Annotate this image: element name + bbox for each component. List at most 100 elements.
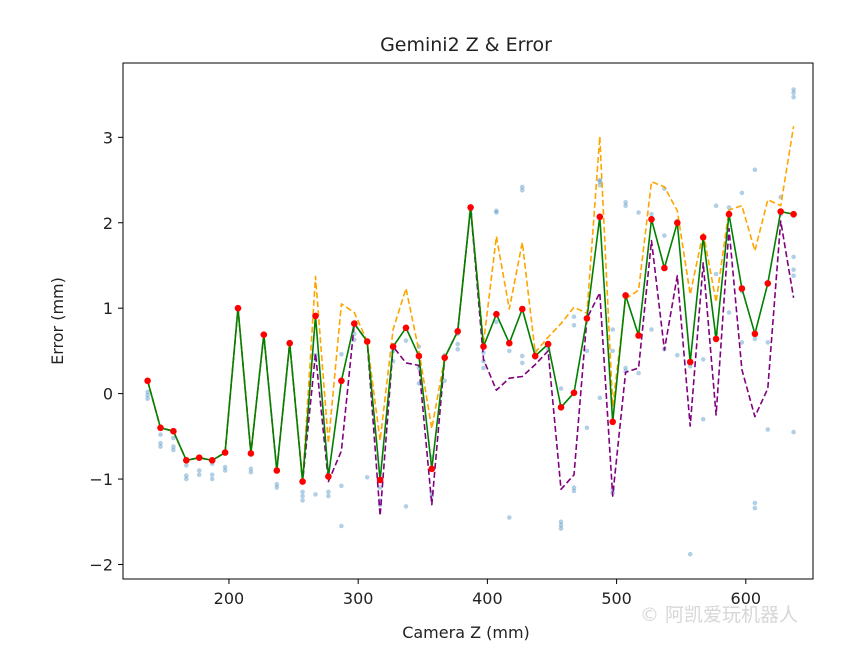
series-marker (699, 234, 707, 241)
series-marker (454, 328, 462, 335)
scatter-point (726, 205, 732, 210)
series-line-2 (146, 206, 795, 517)
series-marker (609, 418, 616, 426)
series-marker (480, 343, 487, 350)
scatter-point (171, 435, 176, 441)
scatter-point (403, 338, 409, 343)
scatter-point (326, 489, 331, 495)
series-marker (661, 264, 668, 272)
scatter-point (313, 492, 318, 497)
x-tick-label: 300 (343, 589, 374, 608)
scatter-point (649, 327, 654, 332)
scatter-point (184, 476, 189, 482)
scatter-point (713, 203, 719, 208)
scatter-point (507, 515, 512, 520)
scatter-point (145, 389, 150, 395)
scatter-point (571, 488, 577, 494)
series-marker (686, 358, 694, 366)
series-marker (195, 454, 203, 462)
scatter-point (623, 365, 628, 371)
scatter-point (455, 346, 461, 352)
scatter-point (636, 210, 641, 215)
series-marker (428, 465, 436, 473)
scatter-point (791, 254, 796, 260)
scatter-point (636, 370, 641, 376)
scatter-point (739, 190, 745, 196)
scatter-point (739, 340, 745, 345)
x-tick-label: 200 (214, 589, 245, 608)
series-marker (790, 210, 797, 218)
series-marker (467, 204, 474, 211)
x-axis: 200 300 400 500 600 (214, 579, 761, 608)
scatter-point (520, 188, 525, 193)
series-marker (260, 331, 268, 339)
scatter-point (300, 498, 305, 503)
scatter-point (584, 425, 590, 431)
chart-title: Gemini2 Z & Error (380, 34, 552, 56)
scatter-point (145, 396, 150, 402)
scatter-point (571, 314, 577, 320)
y-axis: −2 −1 0 1 2 3 (89, 128, 123, 574)
scatter-point (442, 378, 448, 384)
series-marker (493, 310, 500, 318)
series-marker (441, 354, 449, 362)
series-marker (415, 352, 423, 360)
axes-frame (122, 62, 814, 580)
y-tick-label: 1 (103, 299, 113, 318)
series-marker (183, 457, 190, 464)
series-marker (557, 404, 565, 411)
series-marker (544, 340, 552, 348)
scatter-point (158, 432, 163, 437)
series-marker (389, 343, 397, 350)
series-marker (299, 478, 306, 485)
scatter-point (455, 341, 461, 347)
series-marker (170, 427, 177, 435)
scatter-point (571, 485, 577, 490)
scatter-point (765, 340, 771, 345)
scatter-point (196, 468, 202, 473)
series-marker (531, 352, 539, 360)
series-marker (648, 216, 655, 223)
scatter-point (145, 393, 150, 398)
scatter-point (494, 208, 499, 214)
series-marker (764, 280, 772, 287)
scatter-point (791, 87, 796, 92)
scatter-point (326, 493, 331, 499)
scatter-point (171, 447, 176, 453)
y-axis-label: Error (mm) (48, 277, 67, 365)
scatter-point (158, 444, 163, 449)
series-marker (751, 330, 759, 338)
series-marker (234, 304, 242, 312)
y-tick-label: 3 (103, 128, 113, 147)
series-marker (247, 450, 255, 457)
scatter-point (752, 500, 758, 506)
scatter-point (339, 483, 344, 489)
series-marker (208, 457, 216, 464)
scatter-point (520, 353, 525, 359)
series-marker (622, 292, 629, 299)
series-marker (738, 285, 746, 292)
series-marker (221, 449, 229, 456)
scatter-point (558, 526, 564, 531)
scatter-point (791, 267, 796, 273)
scatter-point (520, 360, 525, 366)
x-tick-label: 400 (472, 589, 503, 608)
scatter-point (597, 395, 603, 401)
scatter-point (623, 200, 628, 205)
scatter-point (171, 444, 176, 449)
series-marker (570, 389, 578, 397)
scatter-point (713, 271, 719, 277)
plot-area (144, 87, 797, 557)
series-marker (376, 476, 384, 484)
scatter-point (222, 464, 228, 470)
scatter-point (196, 472, 202, 478)
series-marker (725, 210, 733, 218)
scatter-point (610, 327, 615, 332)
series-marker (286, 339, 294, 347)
series-markers (144, 204, 797, 485)
scatter-point (752, 167, 758, 173)
scatter-point (752, 336, 758, 342)
x-tick-label: 600 (731, 589, 762, 608)
scatter-point (403, 504, 409, 509)
scatter-point (248, 466, 254, 472)
